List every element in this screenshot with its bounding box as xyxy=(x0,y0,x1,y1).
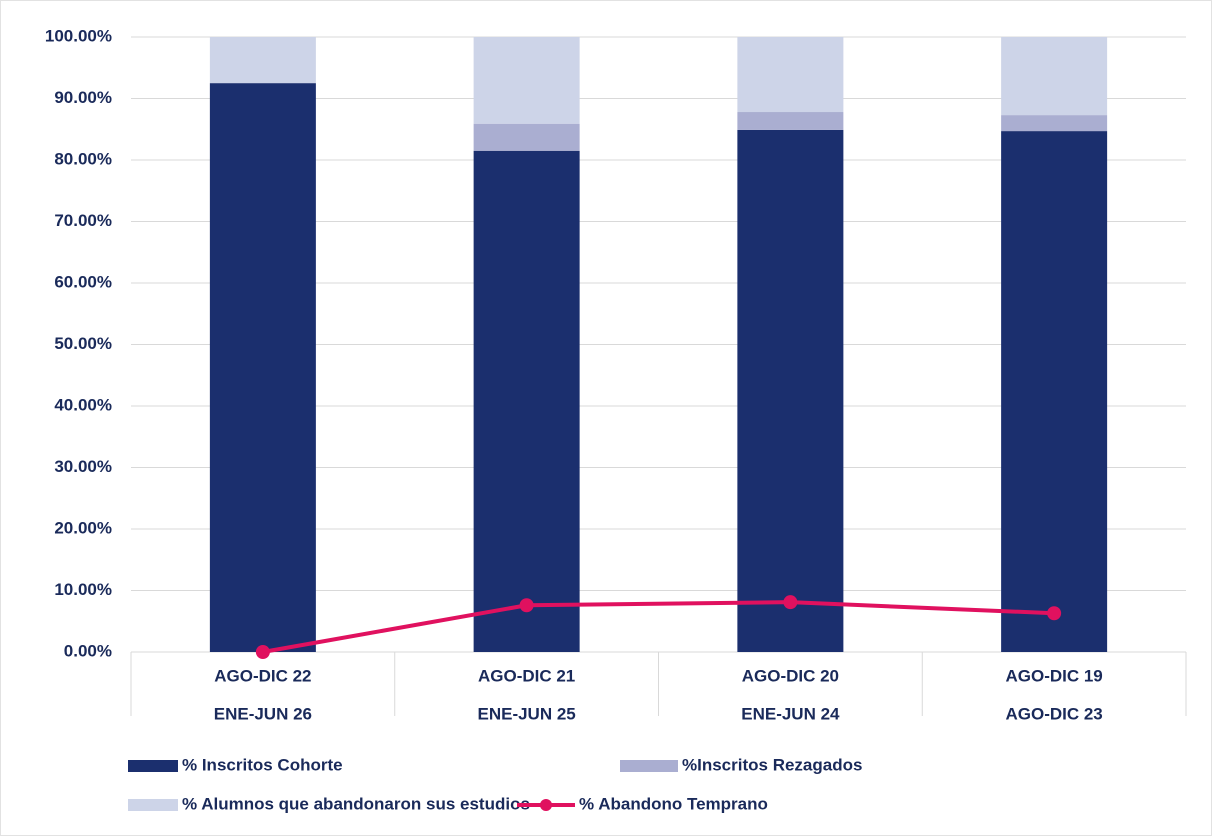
y-tick-label: 50.00% xyxy=(54,334,112,353)
y-tick-label: 20.00% xyxy=(54,518,112,537)
y-tick-label: 70.00% xyxy=(54,211,112,230)
line-series xyxy=(262,600,1055,654)
bar-segment xyxy=(737,112,844,130)
bar-segment xyxy=(1001,131,1108,653)
legend-label: % Abandono Temprano xyxy=(579,794,768,813)
y-tick-label: 30.00% xyxy=(54,457,112,476)
bar-segment xyxy=(473,123,580,151)
legend-label: % Inscritos Cohorte xyxy=(182,755,343,774)
bar-segment xyxy=(209,37,316,84)
line-marker xyxy=(783,595,798,610)
y-tick-label: 100.00% xyxy=(45,26,112,45)
x-tick-label: ENE-JUN 25 xyxy=(477,704,575,723)
x-tick-label: AGO-DIC 19 xyxy=(1005,666,1102,685)
legend-label: %Inscritos Rezagados xyxy=(682,755,862,774)
x-tick-label: AGO-DIC 21 xyxy=(478,666,575,685)
y-tick-label: 10.00% xyxy=(54,580,112,599)
line-marker xyxy=(1047,606,1062,621)
y-tick-label: 0.00% xyxy=(64,641,112,660)
y-tick-label: 60.00% xyxy=(54,272,112,291)
line-marker xyxy=(519,598,534,613)
legend-swatch xyxy=(128,760,178,772)
bar-segment xyxy=(1001,37,1108,116)
bar-segment xyxy=(737,129,844,653)
bar-segment xyxy=(209,83,316,652)
legend-swatch xyxy=(128,799,178,811)
y-tick-label: 80.00% xyxy=(54,149,112,168)
x-tick-label: AGO-DIC 22 xyxy=(214,666,311,685)
x-tick-label: AGO-DIC 20 xyxy=(742,666,839,685)
legend-label: % Alumnos que abandonaron sus estudios xyxy=(182,794,530,813)
legend-marker xyxy=(540,799,552,811)
bar-segment xyxy=(473,150,580,652)
y-tick-label: 40.00% xyxy=(54,395,112,414)
legend-swatch xyxy=(620,760,678,772)
line-marker xyxy=(255,645,270,659)
x-tick-label: AGO-DIC 23 xyxy=(1005,704,1102,723)
bar-segment xyxy=(1001,115,1108,132)
y-tick-label: 90.00% xyxy=(54,88,112,107)
bar-segment xyxy=(473,37,580,124)
x-tick-label: ENE-JUN 24 xyxy=(741,704,840,723)
bar-segment xyxy=(737,37,844,113)
x-tick-label: ENE-JUN 26 xyxy=(214,704,312,723)
